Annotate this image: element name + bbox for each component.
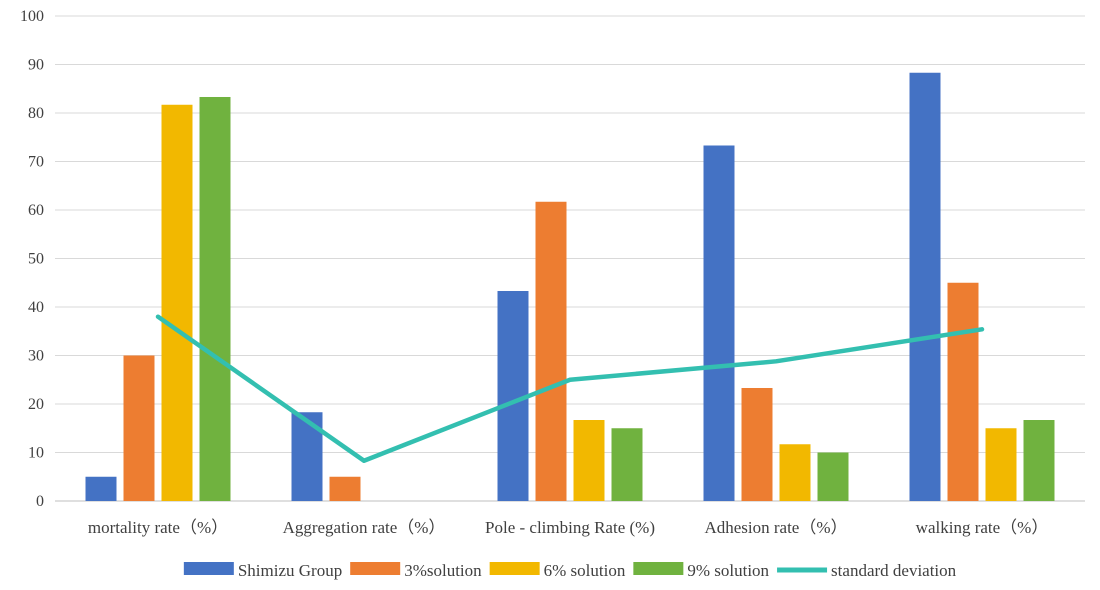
x-axis-categories: mortality rate（%） Aggregation rate（%） Pole… <box>88 518 1048 537</box>
x-category-label: Adhesion rate（%） <box>704 518 847 537</box>
legend-item: Shimizu Group <box>183 561 342 580</box>
y-tick-label: 10 <box>28 445 44 462</box>
legend-item: standard deviation <box>777 561 957 580</box>
legend-swatch <box>489 562 540 575</box>
y-tick-label: 30 <box>28 348 44 365</box>
y-tick-label: 70 <box>28 154 44 171</box>
y-tick-label: 60 <box>28 202 44 219</box>
y-tick-label: 0 <box>36 493 44 510</box>
bar <box>161 104 193 501</box>
legend-label: 6% solution <box>544 561 626 580</box>
bar <box>985 428 1017 501</box>
legend-label: standard deviation <box>831 561 957 580</box>
bar <box>123 355 155 501</box>
x-category-label: mortality rate（%） <box>88 518 228 537</box>
y-tick-label: 20 <box>28 396 44 413</box>
y-tick-label: 100 <box>20 8 44 25</box>
legend-label: Shimizu Group <box>238 561 342 580</box>
bar <box>199 96 231 502</box>
line-series <box>155 314 985 463</box>
series-line-standard-deviation <box>155 314 985 463</box>
legend-item: 9% solution <box>633 561 770 580</box>
x-category-label: Aggregation rate（%） <box>283 518 446 537</box>
x-category-label: walking rate（%） <box>916 518 1049 537</box>
bars <box>85 72 1055 502</box>
bar <box>535 201 567 501</box>
bar <box>329 476 361 501</box>
y-tick-label: 90 <box>28 57 44 74</box>
legend-item: 3%solution <box>350 561 482 580</box>
bar <box>947 282 979 501</box>
legend-swatch <box>183 562 234 575</box>
legend-swatch <box>350 562 401 575</box>
y-axis-ticks: 0 10 20 30 40 50 60 70 80 90 100 <box>20 8 44 510</box>
bar <box>817 452 849 501</box>
bar <box>291 412 323 501</box>
legend-item: 6% solution <box>489 561 626 580</box>
bar <box>611 428 643 501</box>
bar <box>573 420 605 501</box>
bar <box>1023 420 1055 501</box>
legend-swatch <box>633 562 684 575</box>
bar <box>741 387 773 501</box>
bar <box>85 476 117 501</box>
bar <box>909 72 941 502</box>
y-tick-label: 50 <box>28 251 44 268</box>
legend: Shimizu Group 3%solution 6% solution 9% so… <box>183 561 957 580</box>
bar <box>779 444 811 501</box>
x-category-label: Pole - climbing Rate (%) <box>485 518 655 537</box>
y-tick-label: 40 <box>28 299 44 316</box>
legend-label: 3%solution <box>404 561 482 580</box>
legend-label: 9% solution <box>687 561 769 580</box>
y-tick-label: 80 <box>28 105 44 122</box>
bar <box>703 145 735 501</box>
